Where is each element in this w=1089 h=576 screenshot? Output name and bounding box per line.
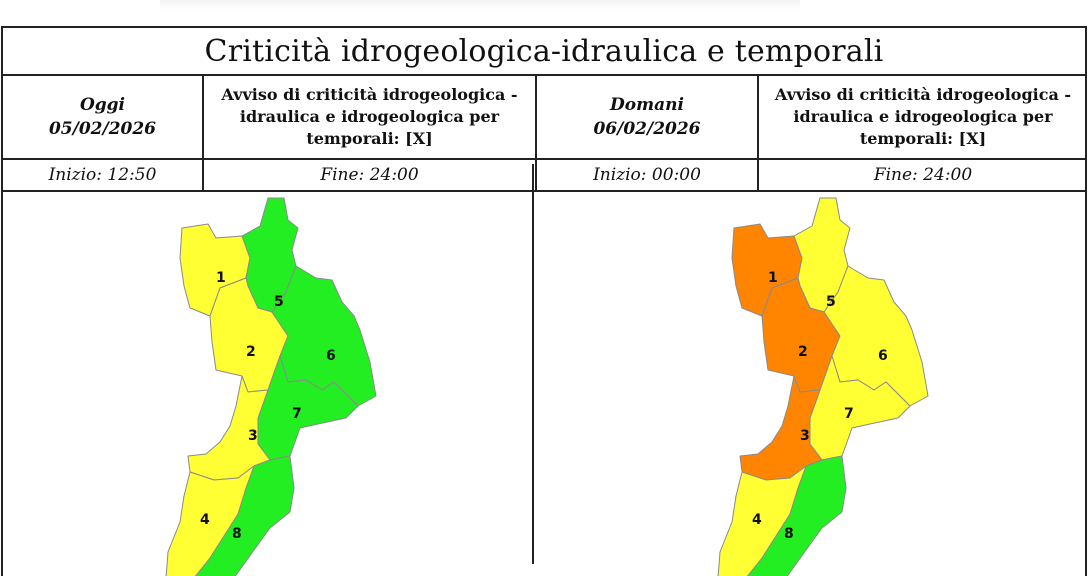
tomorrow-start: Inizio: 00:00 (593, 165, 701, 185)
header-row: Oggi 05/02/2026 Avviso di criticità idro… (3, 76, 1085, 160)
tomorrow-zone-4 (717, 465, 807, 576)
today-start-cell: Inizio: 12:50 (3, 160, 202, 190)
top-edge (160, 0, 800, 10)
today-start: Inizio: 12:50 (48, 165, 157, 185)
tomorrow-warning-cell: Avviso di criticità idrogeologica - idra… (757, 76, 1087, 158)
tomorrow-zone-label-8: 8 (784, 526, 794, 542)
tomorrow-zone-label-3: 3 (800, 428, 810, 444)
tomorrow-warning: Avviso di criticità idrogeologica - idra… (774, 85, 1072, 148)
map-divider (532, 164, 534, 564)
today-zone-label-3: 3 (248, 428, 258, 444)
tomorrow-map-svg: 1 5 2 6 7 3 4 8 (717, 197, 929, 576)
today-zone-label-8: 8 (232, 526, 242, 542)
today-zone-4 (165, 465, 255, 576)
tomorrow-date: 06/02/2026 (593, 119, 701, 139)
today-zone-label-2: 2 (246, 344, 256, 360)
today-zone-label-7: 7 (292, 406, 302, 422)
tomorrow-map: 1 5 2 6 7 3 4 8 (702, 166, 942, 576)
tomorrow-zone-label-6: 6 (878, 348, 888, 364)
tomorrow-zone-label-5: 5 (826, 294, 836, 310)
today-zone-label-4: 4 (200, 512, 210, 528)
page-title: Criticità idrogeologica-idraulica e temp… (204, 33, 884, 69)
today-day-label: Oggi (79, 95, 126, 115)
tomorrow-zone-label-4: 4 (752, 512, 762, 528)
today-zone-label-6: 6 (326, 348, 336, 364)
tomorrow-zone-label-7: 7 (844, 406, 854, 422)
tomorrow-zone-label-1: 1 (768, 270, 778, 286)
today-date: 05/02/2026 (48, 119, 157, 139)
today-zone-label-1: 1 (216, 270, 226, 286)
tomorrow-zone-label-2: 2 (798, 344, 808, 360)
today-map-svg: 1 5 2 6 7 3 4 8 (165, 197, 377, 576)
tomorrow-end-cell: Fine: 24:00 (757, 160, 1087, 190)
criticality-table: Criticità idrogeologica-idraulica e temp… (1, 26, 1087, 576)
tomorrow-start-cell: Inizio: 00:00 (535, 160, 757, 190)
today-end: Fine: 24:00 (320, 165, 419, 185)
today-warning-cell: Avviso di criticità idrogeologica - idra… (202, 76, 535, 158)
title-row: Criticità idrogeologica-idraulica e temp… (3, 28, 1085, 76)
tomorrow-end: Fine: 24:00 (873, 165, 973, 185)
today-map: 1 5 2 6 7 3 4 8 (150, 166, 390, 576)
tomorrow-date-cell: Domani 06/02/2026 (535, 76, 757, 158)
today-date-cell: Oggi 05/02/2026 (3, 76, 202, 158)
today-warning: Avviso di criticità idrogeologica - idra… (221, 85, 518, 148)
tomorrow-day-label: Domani (610, 95, 684, 115)
today-end-cell: Fine: 24:00 (202, 160, 535, 190)
today-zone-label-5: 5 (274, 294, 284, 310)
time-row: Inizio: 12:50 Fine: 24:00 Inizio: 00:00 … (3, 160, 1085, 192)
